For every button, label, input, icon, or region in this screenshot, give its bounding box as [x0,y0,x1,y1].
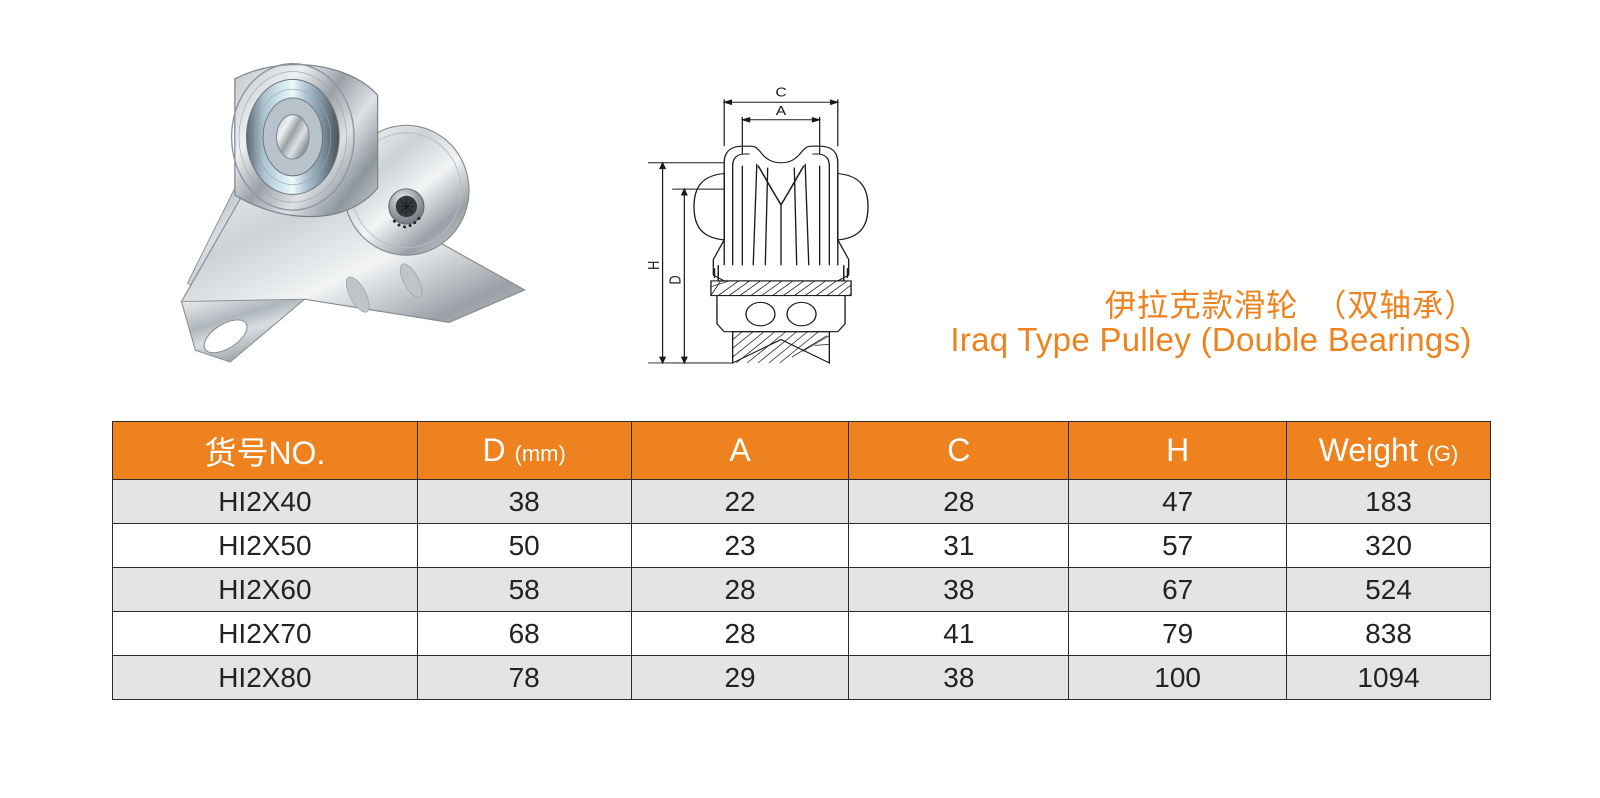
svg-text:A: A [776,104,787,118]
svg-text:C: C [775,86,786,100]
svg-text:D: D [668,275,686,284]
svg-text:H: H [646,261,664,270]
